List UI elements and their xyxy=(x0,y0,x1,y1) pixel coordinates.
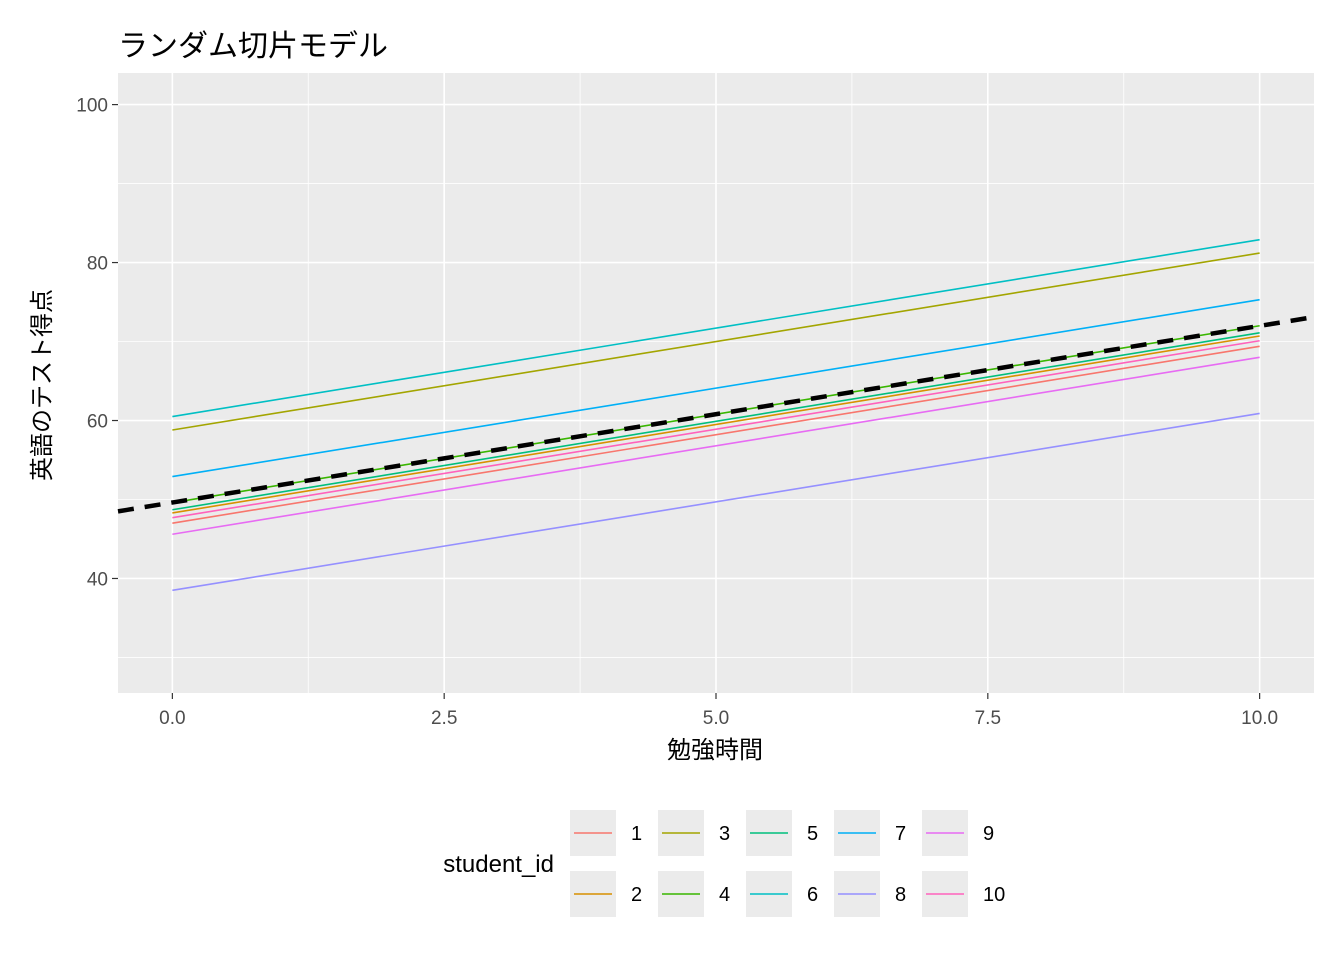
legend-label: 3 xyxy=(719,823,730,845)
y-axis-title: 英語のテスト得点 xyxy=(28,289,56,481)
legend-label: 1 xyxy=(631,823,642,845)
legend-label: 7 xyxy=(895,823,906,845)
legend-item-3: 3 xyxy=(658,810,730,856)
x-tick-label: 5.0 xyxy=(703,708,729,729)
legend-label: 5 xyxy=(807,823,818,845)
legend-item-6: 6 xyxy=(746,871,818,917)
x-tick-label: 10.0 xyxy=(1241,708,1278,729)
legend-title: student_id xyxy=(443,851,554,878)
x-axis-title: 勉強時間 xyxy=(667,736,763,764)
series-line-1 xyxy=(172,345,1260,524)
series-line-10 xyxy=(172,339,1260,519)
series-line-3 xyxy=(172,252,1260,431)
legend: student_id 1 2 3 4 5 6 7 8 9 10 xyxy=(443,810,1005,917)
legend-label: 2 xyxy=(631,884,642,906)
y-tick-label: 80 xyxy=(87,254,108,275)
series-line-6 xyxy=(172,238,1260,418)
x-tick-label: 2.5 xyxy=(431,708,457,729)
legend-item-4: 4 xyxy=(658,871,730,917)
legend-item-1: 1 xyxy=(570,810,642,856)
y-tick-label: 60 xyxy=(87,412,108,433)
legend-label: 4 xyxy=(719,884,730,906)
legend-item-5: 5 xyxy=(746,810,818,856)
reference-dashed-line xyxy=(117,314,1315,514)
series-lines xyxy=(117,238,1315,592)
legend-item-8: 8 xyxy=(834,871,906,917)
legend-label: 10 xyxy=(983,884,1005,906)
legend-label: 6 xyxy=(807,884,818,906)
legend-label: 8 xyxy=(895,884,906,906)
chart-title: ランダム切片モデル xyxy=(118,29,388,64)
series-line-9 xyxy=(172,356,1260,536)
legend-label: 9 xyxy=(983,823,994,845)
x-tick-label: 0.0 xyxy=(159,708,185,729)
legend-item-10: 10 xyxy=(922,871,1005,917)
series-line-7 xyxy=(172,298,1260,478)
y-tick-label: 40 xyxy=(87,569,108,590)
y-tick-label: 100 xyxy=(76,96,108,117)
series-line-2 xyxy=(172,335,1260,514)
legend-item-2: 2 xyxy=(570,871,642,917)
axes: 0.0 2.5 5.0 7.5 10.0 40 60 80 100 xyxy=(76,96,1278,729)
legend-item-7: 7 xyxy=(834,810,906,856)
series-line-8 xyxy=(172,412,1260,592)
x-tick-label: 7.5 xyxy=(975,708,1001,729)
legend-item-9: 9 xyxy=(922,810,994,856)
series-line-5 xyxy=(172,332,1260,511)
